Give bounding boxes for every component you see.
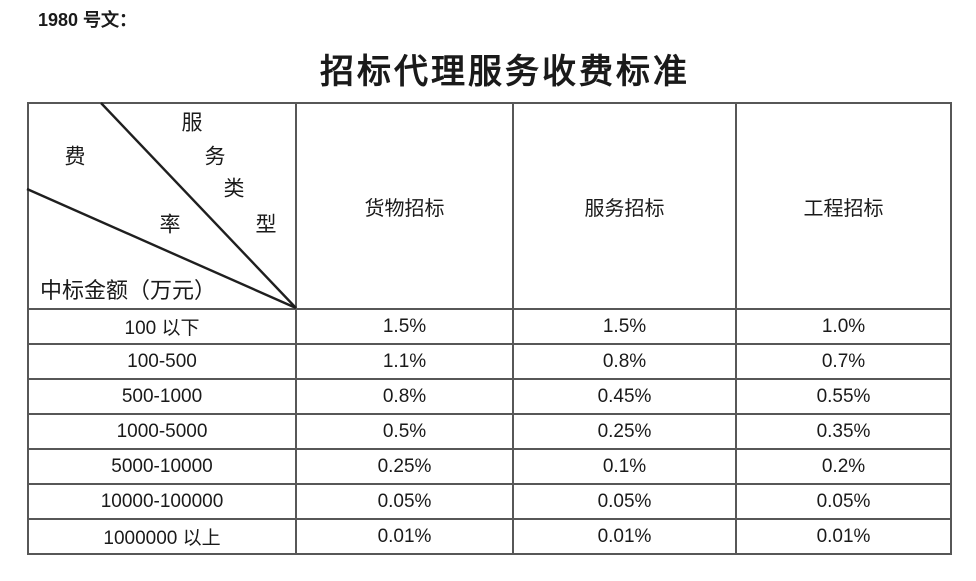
fee-value: 0.25% [295, 448, 514, 485]
row-label: 1000000 以上 [27, 518, 297, 555]
table-row: 100-500 1.1% 0.8% 0.7% [27, 343, 952, 380]
fee-value: 0.8% [512, 343, 737, 380]
table-row: 5000-10000 0.25% 0.1% 0.2% [27, 448, 952, 485]
fee-value: 0.35% [735, 413, 952, 450]
page-title: 招标代理服务收费标准 [320, 54, 690, 91]
document-ref-label: 1980 号文： [38, 6, 137, 32]
fee-value: 1.5% [512, 308, 737, 345]
fee-rate-table: 服 务 类 型 费 率 中标金额（万元） 货物招标 服务招标 工程招标 100 … [26, 102, 952, 555]
diagonal-divider-lines [26, 102, 297, 310]
corner-label-service-type-char: 类 [223, 176, 245, 201]
row-label: 5000-10000 [27, 448, 297, 485]
column-header-services: 服务招标 [512, 102, 737, 310]
table-row: 10000-100000 0.05% 0.05% 0.05% [27, 483, 952, 520]
corner-label-service-type-char: 务 [204, 144, 226, 169]
fee-value: 0.2% [735, 448, 952, 485]
fee-value: 0.01% [295, 518, 514, 555]
corner-label-bid-amount: 中标金额（万元） [40, 278, 217, 303]
fee-value: 0.01% [735, 518, 952, 555]
fee-value: 0.45% [512, 378, 737, 415]
row-label: 100-500 [27, 343, 297, 380]
column-header-goods: 货物招标 [295, 102, 514, 310]
fee-value: 0.01% [512, 518, 737, 555]
document-ref-number: 1980 [38, 10, 84, 30]
fee-value: 1.5% [295, 308, 514, 345]
table-header-row: 服 务 类 型 费 率 中标金额（万元） 货物招标 服务招标 工程招标 [26, 102, 952, 310]
fee-value: 0.25% [512, 413, 737, 450]
table-row: 100 以下 1.5% 1.5% 1.0% [27, 308, 952, 345]
fee-value: 0.5% [295, 413, 514, 450]
document-ref-suffix: 号文： [83, 10, 138, 30]
fee-value: 0.05% [295, 483, 514, 520]
table-row: 1000000 以上 0.01% 0.01% 0.01% [27, 518, 952, 555]
fee-value: 0.8% [295, 378, 514, 415]
row-label: 10000-100000 [27, 483, 297, 520]
corner-label-fee-rate-char: 费 [64, 144, 86, 169]
fee-value: 0.05% [735, 483, 952, 520]
row-label: 100 以下 [27, 308, 297, 345]
fee-value: 0.05% [512, 483, 737, 520]
fee-value: 1.0% [735, 308, 952, 345]
fee-value: 0.7% [735, 343, 952, 380]
corner-label-service-type-char: 型 [255, 212, 277, 237]
row-label: 1000-5000 [27, 413, 297, 450]
corner-label-fee-rate-char: 率 [159, 212, 181, 237]
fee-value: 0.55% [735, 378, 952, 415]
table-row: 1000-5000 0.5% 0.25% 0.35% [27, 413, 952, 450]
corner-label-service-type-char: 服 [181, 110, 203, 135]
table-row: 500-1000 0.8% 0.45% 0.55% [27, 378, 952, 415]
row-label: 500-1000 [27, 378, 297, 415]
fee-value: 1.1% [295, 343, 514, 380]
column-header-engineering: 工程招标 [735, 102, 952, 310]
corner-header-cell: 服 务 类 型 费 率 中标金额（万元） [26, 102, 297, 310]
fee-value: 0.1% [512, 448, 737, 485]
